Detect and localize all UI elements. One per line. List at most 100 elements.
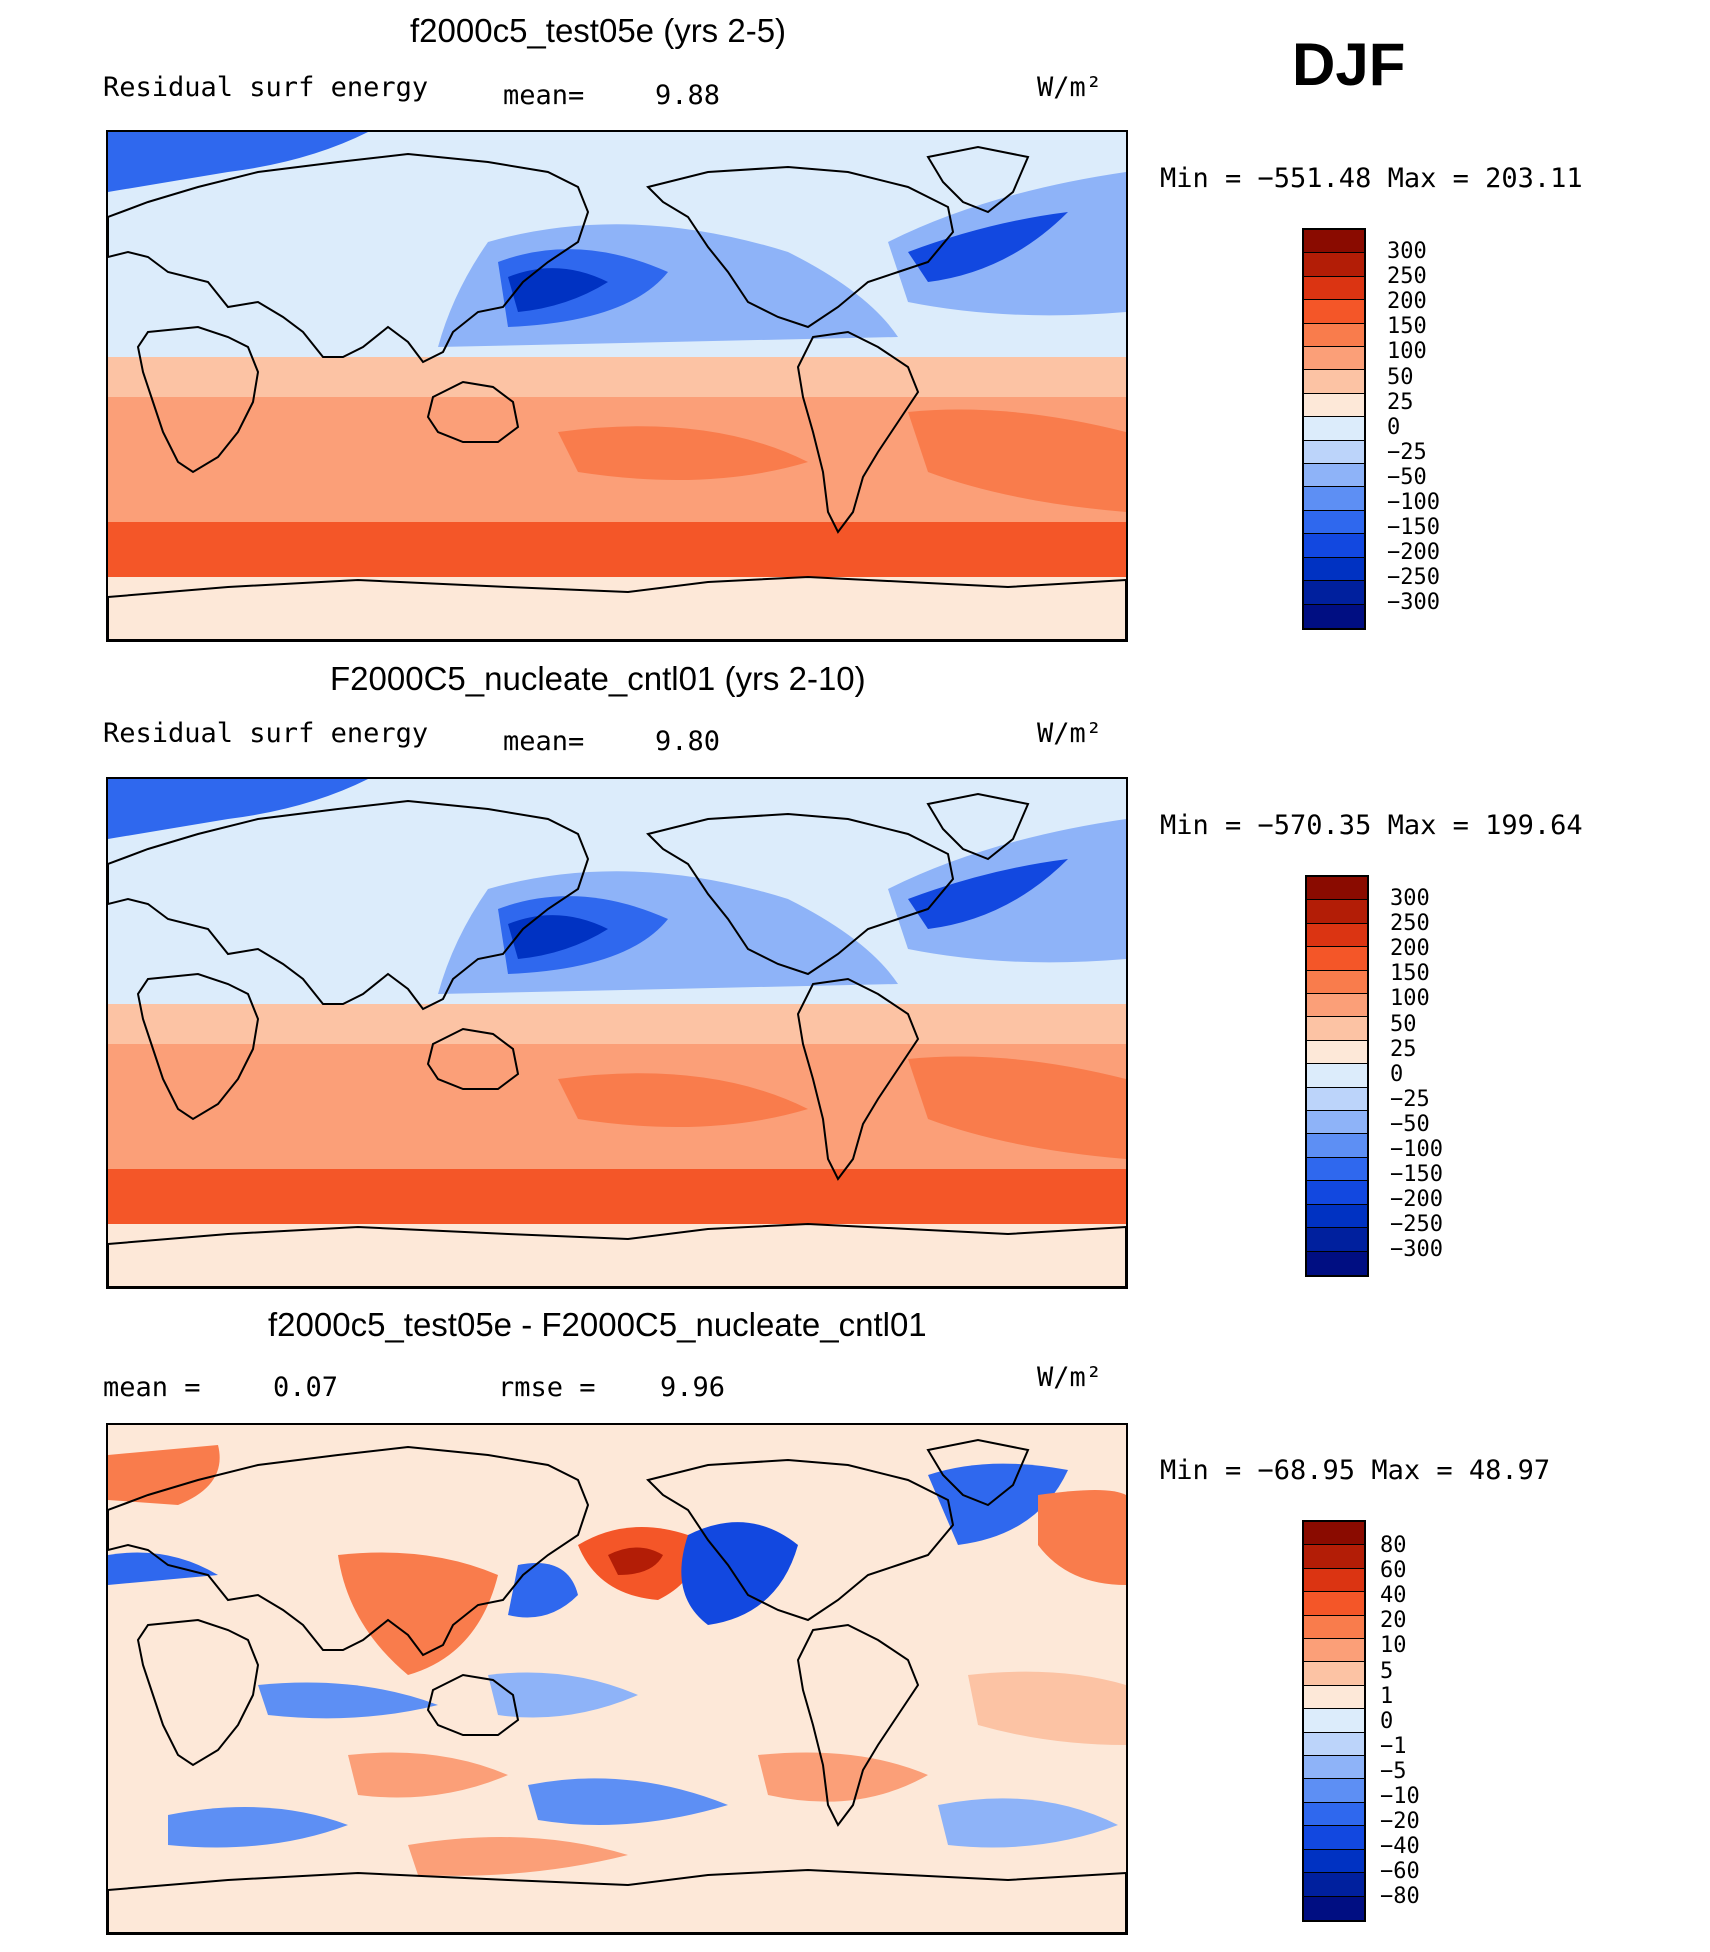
colorbar-swatch — [1304, 1802, 1364, 1827]
field-blob — [338, 1552, 498, 1675]
coastline — [108, 1868, 1126, 1933]
field-blob — [258, 1682, 438, 1719]
field-band — [108, 522, 1126, 577]
panel2-minmax: Min = −570.35 Max = 199.64 — [1160, 810, 1583, 841]
field-blob — [681, 1522, 798, 1625]
field-blob — [408, 1837, 628, 1876]
colorbar-swatch — [1307, 1040, 1367, 1065]
colorbar-swatch — [1307, 900, 1367, 924]
colorbar-swatch — [1304, 1545, 1364, 1569]
field-blob — [908, 212, 1068, 282]
colorbar-level-label: 25 — [1387, 389, 1414, 415]
colorbar-swatch — [1304, 1779, 1364, 1803]
panel2-field — [108, 779, 1126, 1287]
colorbar-level-label: 20 — [1380, 1608, 1407, 1634]
colorbar-swatch — [1304, 1522, 1364, 1546]
coastline — [646, 1458, 955, 1622]
coastline — [926, 145, 1030, 214]
field-blob — [558, 1073, 808, 1127]
field-blob — [968, 1671, 1126, 1745]
field-blob — [348, 1752, 508, 1798]
colorbar-swatch — [1304, 440, 1364, 465]
panel1-units: W/m² — [1037, 72, 1103, 103]
colorbar-swatch — [1304, 1685, 1364, 1710]
colorbar-level-label: 100 — [1390, 986, 1430, 1012]
season-label: DJF — [1292, 31, 1406, 98]
colorbar-swatch — [1304, 534, 1364, 558]
panel2-title: F2000C5_nucleate_cntl01 (yrs 2-10) — [330, 660, 866, 697]
panel2-colorbar — [1305, 875, 1369, 1277]
colorbar-level-label: 50 — [1387, 364, 1414, 390]
colorbar-swatch — [1307, 1017, 1367, 1041]
colorbar-level-label: −60 — [1380, 1859, 1420, 1885]
field-band — [108, 1004, 1126, 1044]
colorbar-swatch — [1307, 1228, 1367, 1252]
colorbar-level-label: −20 — [1380, 1809, 1420, 1835]
panel3-rmse-value: 9.96 — [660, 1372, 726, 1403]
coastline — [796, 1623, 920, 1827]
colorbar-swatch — [1304, 323, 1364, 348]
coastline — [108, 1222, 1126, 1287]
colorbar-swatch — [1304, 300, 1364, 324]
coastline — [136, 1618, 260, 1767]
field-blob — [608, 1547, 663, 1575]
panel3-units: W/m² — [1037, 1362, 1103, 1393]
colorbar-level-label: 0 — [1380, 1708, 1394, 1734]
coastline — [108, 575, 1126, 640]
colorbar-swatch — [1304, 230, 1364, 254]
colorbar-level-label: −50 — [1387, 464, 1427, 490]
colorbar-level-label: −80 — [1380, 1884, 1420, 1910]
colorbar-level-label: 150 — [1387, 314, 1427, 340]
colorbar-swatch — [1307, 1181, 1367, 1205]
colorbar-level-label: −1 — [1380, 1733, 1407, 1759]
colorbar-level-label: 200 — [1387, 289, 1427, 315]
colorbar-level-label: 100 — [1387, 339, 1427, 365]
colorbar-level-label: −150 — [1387, 515, 1440, 541]
colorbar-swatch — [1304, 464, 1364, 488]
colorbar-level-label: 0 — [1390, 1061, 1404, 1087]
panel1-map — [106, 130, 1128, 642]
colorbar-level-label: 300 — [1387, 239, 1427, 264]
colorbar-level-label: 40 — [1380, 1583, 1407, 1609]
colorbar-level-label: −100 — [1387, 490, 1440, 515]
field-blob — [908, 409, 1126, 512]
colorbar-level-label: 80 — [1380, 1533, 1407, 1558]
field-band — [108, 1224, 1126, 1287]
colorbar-swatch — [1307, 1134, 1367, 1158]
colorbar-level-label: −200 — [1387, 540, 1440, 566]
colorbar-swatch — [1304, 1732, 1364, 1757]
colorbar-swatch — [1304, 1756, 1364, 1780]
colorbar-level-label: −25 — [1387, 439, 1427, 465]
coastline — [646, 812, 955, 976]
panel3-rmse-label: rmse = — [498, 1372, 596, 1403]
coastline — [796, 330, 920, 534]
colorbar-swatch — [1307, 1157, 1367, 1182]
colorbar-level-label: 250 — [1387, 264, 1427, 290]
colorbar-swatch — [1304, 347, 1364, 371]
colorbar-swatch — [1304, 1639, 1364, 1663]
panel1-continents — [108, 145, 1126, 640]
panel1-colorbar — [1302, 228, 1366, 630]
coastline — [926, 1438, 1030, 1507]
colorbar-swatch — [1304, 1873, 1364, 1897]
colorbar-swatch — [1307, 947, 1367, 971]
colorbar-swatch — [1304, 510, 1364, 535]
colorbar-swatch — [1307, 970, 1367, 995]
panel3-field — [108, 1425, 1126, 1933]
colorbar-level-label: 60 — [1380, 1558, 1407, 1584]
field-blob — [908, 859, 1068, 929]
field-blob — [108, 132, 368, 192]
field-blob — [508, 268, 608, 312]
colorbar-swatch — [1304, 1849, 1364, 1874]
colorbar-swatch — [1304, 417, 1364, 441]
field-blob — [488, 1672, 638, 1718]
colorbar-swatch — [1304, 370, 1364, 394]
field-blob — [938, 1798, 1118, 1848]
colorbar-swatch — [1304, 1896, 1364, 1920]
colorbar-level-label: −300 — [1387, 590, 1440, 616]
colorbar-level-label: 10 — [1380, 1633, 1407, 1659]
colorbar-level-label: 25 — [1390, 1036, 1417, 1062]
colorbar-level-label: 250 — [1390, 911, 1430, 937]
coastline — [108, 152, 590, 364]
colorbar-swatch — [1304, 487, 1364, 511]
